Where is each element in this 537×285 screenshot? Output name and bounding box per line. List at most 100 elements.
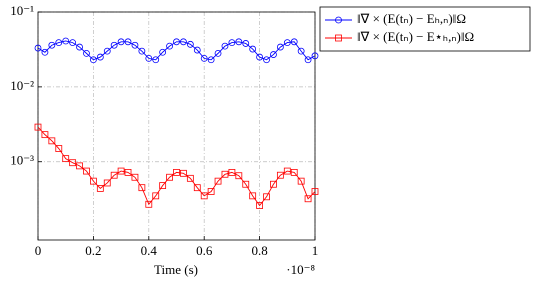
data-point [193,184,201,192]
data-point [90,56,97,64]
data-point [69,159,77,167]
data-point [117,38,125,46]
data-point [83,167,90,175]
x-tick-label: 0.4 [141,243,158,258]
data-point [48,137,56,145]
y-tick-label: 10⁻² [10,78,34,93]
data-point [256,202,264,209]
data-point [117,167,125,175]
data-point [69,39,77,47]
series-line [37,126,316,207]
data-point [283,167,291,175]
data-point [207,56,215,64]
legend-marker [335,34,342,42]
data-point [235,38,243,46]
data-point [263,193,270,201]
data-point [221,170,229,178]
data-point [173,38,180,46]
data-point [48,41,56,49]
data-point [311,52,319,60]
data-point [221,42,229,50]
data-point [290,168,298,176]
data-point [276,43,284,51]
data-point [124,38,132,46]
x-tick-label: 1 [312,243,319,258]
data-point [207,188,215,195]
legend-label: ‖∇ × (E(tₙ) − Eₕ,ₙ)‖Ω [357,11,466,26]
data-point [41,131,49,139]
data-point [96,185,104,192]
data-point [242,180,250,188]
data-point [55,39,63,47]
data-point [180,38,187,46]
data-point [103,179,111,187]
data-point [276,171,284,179]
plot-frame [37,11,316,241]
data-point [242,40,250,47]
data-point [304,56,312,64]
data-point [62,155,70,163]
data-point [249,45,257,53]
data-point [297,177,305,185]
data-point [186,40,194,48]
data-point [138,47,146,55]
data-point [193,46,201,54]
data-point [186,174,194,182]
data-point [34,44,42,52]
data-point [214,49,222,57]
data-point [110,41,118,49]
x-axis-label: Time (s) [154,262,198,277]
x-tick-label: 0.6 [196,243,213,258]
data-point [55,145,63,152]
data-point [159,48,167,56]
data-point [131,41,139,49]
y-tick-label: 10⁻³ [10,153,34,168]
data-point [200,192,208,200]
data-point [297,47,305,55]
data-point [159,182,167,189]
data-point [145,54,153,62]
data-point [270,51,277,58]
data-point [83,49,90,57]
data-point [96,53,104,61]
data-point [173,168,180,176]
legend-box [319,6,531,52]
data-point [263,56,270,64]
data-point [138,184,146,192]
data-point [228,168,236,176]
legend-label: ‖∇ × (E(tₙ) − E⋆ₕ,ₙ)‖Ω [357,29,474,44]
data-point [62,37,70,45]
data-point [270,180,277,188]
data-point [34,123,42,131]
data-point [200,54,208,62]
data-point [152,192,160,200]
data-point [152,56,160,64]
data-point [76,162,83,170]
data-point [290,38,298,46]
data-point [131,173,139,181]
x-tick-label: 0 [35,243,42,258]
x-tick-label: 0.8 [251,243,267,258]
data-point [103,47,111,55]
data-point [166,42,173,50]
data-point [228,39,236,47]
x-multiplier: ·10⁻⁸ [286,262,315,277]
data-point [180,169,187,177]
legend-marker [335,16,342,24]
data-point [41,48,49,56]
data-point [166,173,173,181]
data-point [283,39,291,47]
data-point [304,195,312,203]
data-point [235,172,243,180]
data-point [311,188,319,195]
data-point [145,200,153,208]
y-tick-label: 10⁻¹ [10,3,34,18]
data-point [110,171,118,179]
data-point [90,177,97,185]
data-point [256,53,264,61]
data-point [249,192,257,200]
data-point [124,168,132,176]
x-tick-label: 0.2 [85,243,101,258]
data-point [214,177,222,185]
